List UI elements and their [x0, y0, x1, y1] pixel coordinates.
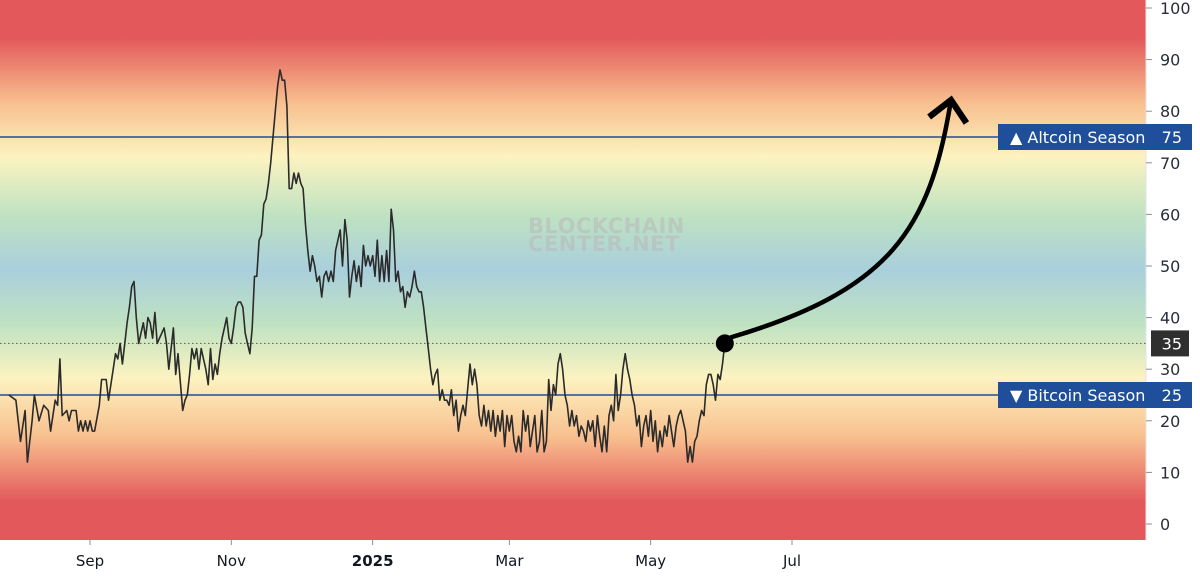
x-axis: Sep Nov 2025 Mar May Jul: [0, 540, 1200, 581]
x-tick-label: Nov: [217, 552, 246, 570]
series-line: [8, 69, 726, 463]
y-tick-label: 0: [1160, 515, 1170, 534]
y-tick-label: 50: [1160, 257, 1180, 276]
watermark-line-2: CENTER.NET: [528, 232, 680, 256]
current-value-dot: [715, 334, 734, 353]
current-value-label: 35: [1162, 334, 1182, 353]
y-tick-label: 20: [1160, 412, 1180, 431]
y-tick-label: 80: [1160, 102, 1180, 121]
y-tick-label: 90: [1160, 51, 1180, 70]
y-tick-label: 60: [1160, 205, 1180, 224]
threshold-tag-label: ▲ Altcoin Season: [1010, 128, 1145, 147]
threshold-tags: ▲ Altcoin Season 75 ▼ Bitcoin Season 25 35: [998, 124, 1192, 408]
x-tick-label: 2025: [352, 552, 394, 570]
threshold-tag-0: [998, 124, 1192, 150]
y-tick-label: 70: [1160, 154, 1180, 173]
watermark-line-1: BLOCKCHAIN: [528, 214, 685, 238]
watermark: BLOCKCHAIN CENTER.NET: [528, 214, 685, 256]
y-tick-label: 30: [1160, 360, 1180, 379]
threshold-tag-1: [998, 382, 1192, 408]
projection-arrow: [728, 95, 970, 340]
y-tick-label: 40: [1160, 309, 1180, 328]
x-tick-label: May: [635, 552, 666, 570]
x-axis-band: [0, 540, 1200, 581]
threshold-tag-label: ▼ Bitcoin Season: [1010, 386, 1145, 405]
y-axis: 0 10 20 30 40 50 60 70 80 90 100: [1145, 0, 1191, 540]
y-tick-label: 100: [1160, 0, 1191, 18]
y-tick-label: 10: [1160, 463, 1180, 482]
x-tick-label: Mar: [495, 552, 524, 570]
plot-background: [0, 0, 1146, 540]
threshold-lines: [0, 136, 1146, 396]
threshold-tag-value: 25: [1162, 386, 1182, 405]
current-value-tag: [1151, 330, 1189, 357]
x-tick-label: Jul: [782, 552, 801, 570]
threshold-tag-value: 75: [1162, 128, 1182, 147]
x-tick-label: Sep: [76, 552, 104, 570]
